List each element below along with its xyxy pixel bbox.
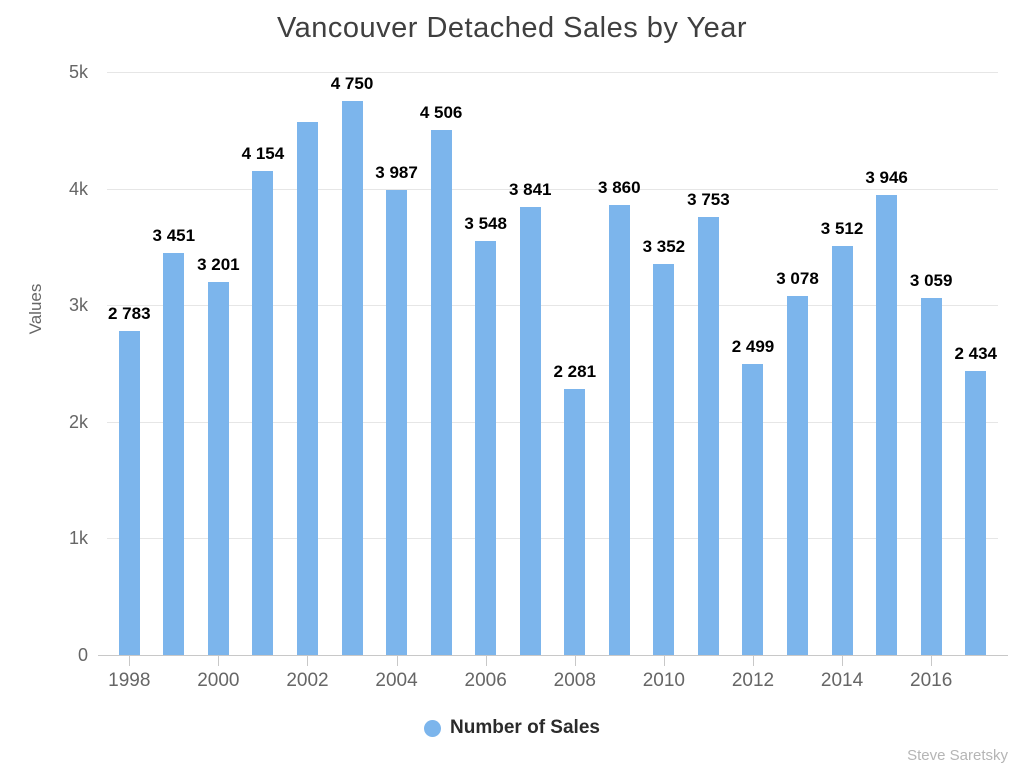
bar-2002[interactable] (296, 122, 318, 655)
y-axis-label-3k: 3k (68, 295, 88, 316)
legend-label: Number of Sales (450, 717, 600, 738)
bar-value-label-2007: 3 841 (508, 180, 552, 200)
bar-value-label-2017: 2 434 (954, 344, 997, 364)
x-axis-label-2008: 2008 (553, 670, 596, 691)
bar-value-label-1998: 2 783 (107, 303, 151, 323)
legend: Number of Sales (0, 716, 1024, 740)
bar-2016[interactable] (920, 298, 942, 655)
bar-2011[interactable] (697, 217, 719, 655)
x-axis-label-2016: 2016 (910, 670, 953, 691)
bar-2015[interactable] (876, 194, 898, 655)
x-axis-tick-2014 (842, 656, 844, 666)
bar-1999[interactable] (163, 252, 185, 655)
legend-marker-icon (424, 719, 442, 737)
x-axis-tick-2000 (218, 656, 220, 666)
bar-value-label-2012: 2 499 (731, 336, 775, 356)
x-axis-line (98, 655, 1008, 656)
chart-title: Vancouver Detached Sales by Year (276, 12, 748, 44)
x-axis-label-2010: 2010 (642, 670, 686, 691)
x-axis-tick-2010 (663, 656, 665, 666)
y-axis-label-5k: 5k (68, 62, 88, 82)
bar-2014[interactable] (831, 245, 853, 655)
bar-value-label-2014: 3 512 (820, 218, 864, 238)
bar-value-label-1999: 3 451 (152, 225, 196, 245)
bar-value-label-2003: 4 750 (330, 74, 374, 94)
bar-value-label-2000: 3 201 (197, 254, 240, 274)
bar-value-label-2011: 3 753 (687, 190, 730, 210)
x-axis-tick-2006 (485, 656, 487, 666)
x-axis-tick-2012 (752, 656, 754, 666)
bar-value-label-2015: 3 946 (865, 167, 908, 187)
y-axis-label-1k: 1k (68, 528, 88, 549)
bar-value-label-2001: 4 154 (241, 143, 285, 163)
gridline-2k (107, 421, 998, 423)
bar-value-label-2013: 3 078 (776, 269, 819, 289)
credit-text[interactable]: Steve Saretsky (907, 747, 1008, 764)
bar-2006[interactable] (475, 241, 497, 655)
bar-2017[interactable] (965, 371, 987, 655)
bar-value-label-2009: 3 860 (598, 177, 641, 197)
bar-1998[interactable] (118, 330, 140, 655)
bar-2007[interactable] (519, 207, 541, 655)
x-axis-tick-1998 (129, 656, 131, 666)
legend-item-number-of-sales[interactable]: Number of Sales (424, 716, 600, 740)
x-axis-label-2006: 2006 (464, 670, 507, 691)
x-axis-label-2014: 2014 (820, 670, 864, 691)
bar-value-label-2010: 3 352 (642, 237, 686, 257)
y-axis-label-0: 0 (77, 645, 88, 665)
y-axis-label-2k: 2k (68, 411, 88, 432)
bar-value-label-2008: 2 281 (553, 362, 597, 382)
bar-2010[interactable] (653, 264, 675, 655)
bar-value-label-2004: 3 987 (375, 163, 418, 183)
bar-value-label-2005: 4 506 (419, 102, 463, 122)
bar-2000[interactable] (207, 281, 229, 655)
x-axis-tick-2002 (307, 656, 309, 666)
bar-2005[interactable] (430, 129, 452, 655)
x-axis-label-2002: 2002 (286, 670, 329, 691)
gridline-5k (107, 72, 998, 73)
x-axis-label-1998: 1998 (108, 670, 151, 691)
y-axis-label-4k: 4k (68, 178, 88, 199)
bar-value-label-2016: 3 059 (909, 271, 953, 291)
bar-2004[interactable] (386, 190, 408, 655)
x-axis-label-2012: 2012 (731, 670, 775, 691)
bar-2008[interactable] (564, 389, 586, 655)
gridline-3k (107, 305, 998, 307)
x-axis-label-2000: 2000 (197, 670, 240, 691)
bar-2013[interactable] (787, 296, 809, 655)
x-axis-tick-2008 (574, 656, 576, 666)
bar-2003[interactable] (341, 101, 363, 655)
x-axis-tick-2016 (931, 656, 933, 666)
bar-2012[interactable] (742, 363, 764, 655)
gridline-1k (107, 538, 998, 540)
x-axis-label-2004: 2004 (375, 670, 418, 691)
bar-value-label-2006: 3 548 (464, 214, 507, 234)
bar-2009[interactable] (608, 204, 630, 655)
x-axis-tick-2004 (396, 656, 398, 666)
bar-2001[interactable] (252, 170, 274, 655)
gridline-4k (107, 188, 998, 190)
